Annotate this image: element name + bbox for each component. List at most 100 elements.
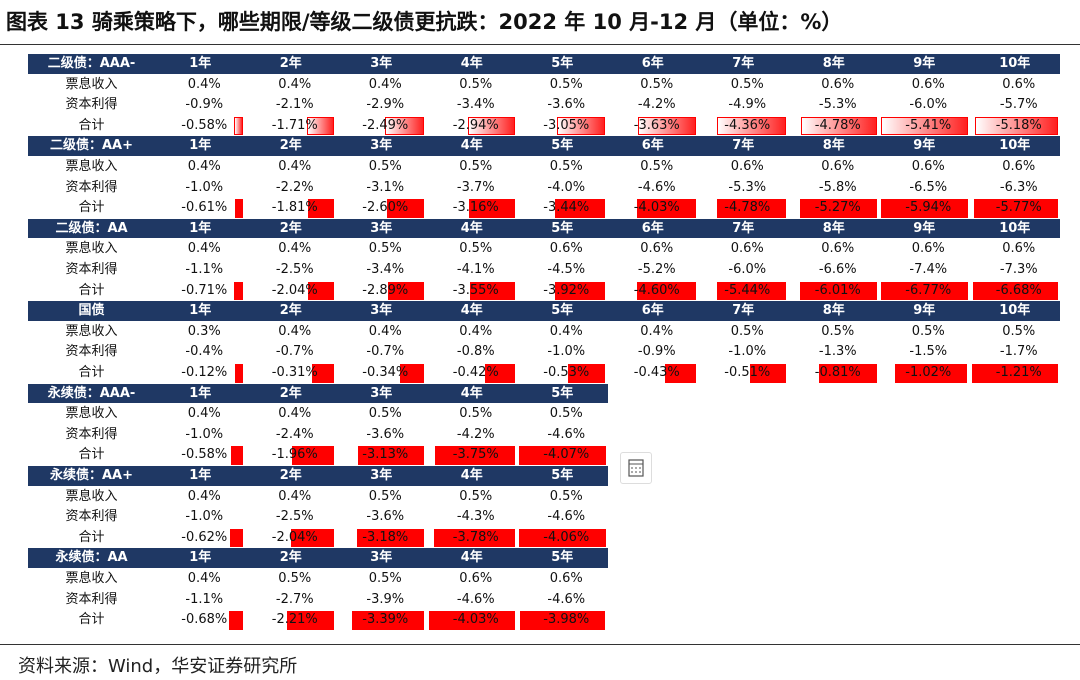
row-label: 票息收入	[65, 76, 118, 92]
column-header: 10年	[999, 220, 1031, 236]
value-cell: -3.18%	[362, 529, 409, 545]
value-cell: -3.6%	[547, 97, 586, 113]
column-header: 4年	[460, 468, 483, 483]
column-header: 4年	[460, 220, 483, 236]
value-cell: -2.2%	[275, 179, 314, 195]
data-bar	[234, 199, 244, 218]
column-header: 3年	[370, 385, 393, 401]
value-cell: 0.6%	[459, 571, 493, 586]
value-cell: -0.51%	[724, 365, 771, 380]
column-header: 9年	[913, 303, 936, 319]
calculator-icon[interactable]	[620, 452, 652, 484]
data-bar	[972, 281, 1058, 301]
value-cell: -6.01%	[814, 282, 861, 298]
column-header: 4年	[460, 56, 483, 71]
value-cell: 0.5%	[549, 76, 583, 92]
header-row	[28, 466, 608, 486]
header-row	[28, 136, 1060, 156]
data-bar	[428, 611, 515, 630]
value-cell: -0.53%	[543, 365, 590, 380]
value-cell: 0.4%	[640, 323, 674, 339]
data-bar	[555, 199, 606, 218]
row-label: 资本利得	[65, 591, 118, 607]
value-cell: -1.02%	[905, 365, 952, 380]
data-bar	[800, 281, 877, 301]
value-cell: 0.5%	[730, 76, 764, 92]
value-cell: 0.5%	[911, 323, 945, 339]
value-cell: 0.5%	[640, 76, 674, 92]
data-bar	[290, 528, 334, 548]
column-header: 3年	[370, 56, 393, 71]
value-cell: -2.4%	[275, 426, 314, 442]
value-cell: -1.1%	[185, 591, 224, 607]
value-cell: -7.3%	[999, 262, 1038, 277]
column-header: 7年	[732, 56, 755, 71]
value-cell: -3.7%	[456, 179, 495, 195]
header-row	[28, 548, 608, 568]
value-cell: -5.18%	[995, 117, 1042, 133]
row-label: 合计	[78, 612, 105, 628]
data-bar	[307, 281, 334, 301]
value-cell: 0.4%	[368, 76, 402, 92]
value-cell: -1.96%	[271, 447, 318, 463]
value-cell: -7.4%	[909, 262, 948, 277]
column-header: 2年	[279, 220, 302, 236]
value-cell: -4.6%	[456, 591, 495, 607]
data-bar	[637, 116, 696, 136]
value-cell: -2.5%	[275, 509, 314, 525]
value-cell: -2.60%	[362, 200, 409, 216]
value-cell: -4.9%	[728, 97, 767, 113]
column-header: 2年	[279, 56, 302, 71]
value-cell: -4.07%	[543, 447, 590, 463]
data-bar	[567, 364, 606, 383]
value-cell: -0.31%	[271, 365, 318, 380]
value-cell: -2.9%	[366, 97, 405, 113]
value-cell: 0.4%	[549, 323, 583, 339]
row-label: 票息收入	[65, 241, 118, 257]
value-cell: 0.5%	[549, 488, 583, 504]
value-cell: 0.4%	[187, 159, 221, 174]
value-cell: 0.6%	[821, 76, 855, 92]
column-header: 1年	[189, 303, 212, 319]
value-cell: -3.16%	[452, 200, 499, 216]
icon-graphic	[628, 459, 644, 477]
data-bar	[387, 281, 425, 301]
value-cell: 0.6%	[821, 159, 855, 174]
data-bar	[519, 446, 606, 465]
column-header: 3年	[370, 138, 393, 154]
value-cell: -0.62%	[181, 529, 228, 545]
value-cell: -0.71%	[181, 282, 228, 298]
value-cell: 0.5%	[368, 241, 402, 257]
data-bar	[519, 528, 606, 548]
value-cell: 0.4%	[187, 571, 221, 586]
value-cell: -3.39%	[362, 612, 409, 628]
row-label: 资本利得	[65, 97, 118, 113]
value-cell: 0.5%	[640, 159, 674, 174]
value-cell: -5.7%	[999, 97, 1038, 113]
value-cell: -1.21%	[995, 365, 1042, 380]
value-cell: -0.43%	[633, 365, 680, 380]
row-label: 票息收入	[65, 571, 118, 586]
value-cell: -5.3%	[818, 97, 857, 113]
value-cell: -4.36%	[724, 117, 771, 133]
value-cell: 0.5%	[459, 406, 493, 422]
value-cell: -1.0%	[185, 509, 224, 525]
value-cell: 0.4%	[278, 76, 312, 92]
value-cell: -0.34%	[362, 365, 409, 380]
value-cell: -5.44%	[724, 282, 771, 298]
value-cell: -0.9%	[185, 97, 224, 113]
column-header: 8年	[822, 56, 845, 71]
value-cell: -3.55%	[452, 282, 499, 298]
row-label: 资本利得	[65, 262, 118, 277]
value-cell: -4.03%	[633, 200, 680, 216]
column-header: 5年	[551, 468, 574, 483]
value-cell: -6.0%	[728, 262, 767, 277]
value-cell: 0.4%	[278, 488, 312, 504]
row-label: 合计	[78, 447, 105, 463]
column-header: 10年	[999, 56, 1031, 71]
data-bar	[520, 611, 606, 630]
value-cell: -3.05%	[543, 117, 590, 133]
value-cell: 0.5%	[1002, 323, 1036, 339]
value-cell: -6.68%	[995, 282, 1042, 298]
column-header: 8年	[822, 220, 845, 236]
